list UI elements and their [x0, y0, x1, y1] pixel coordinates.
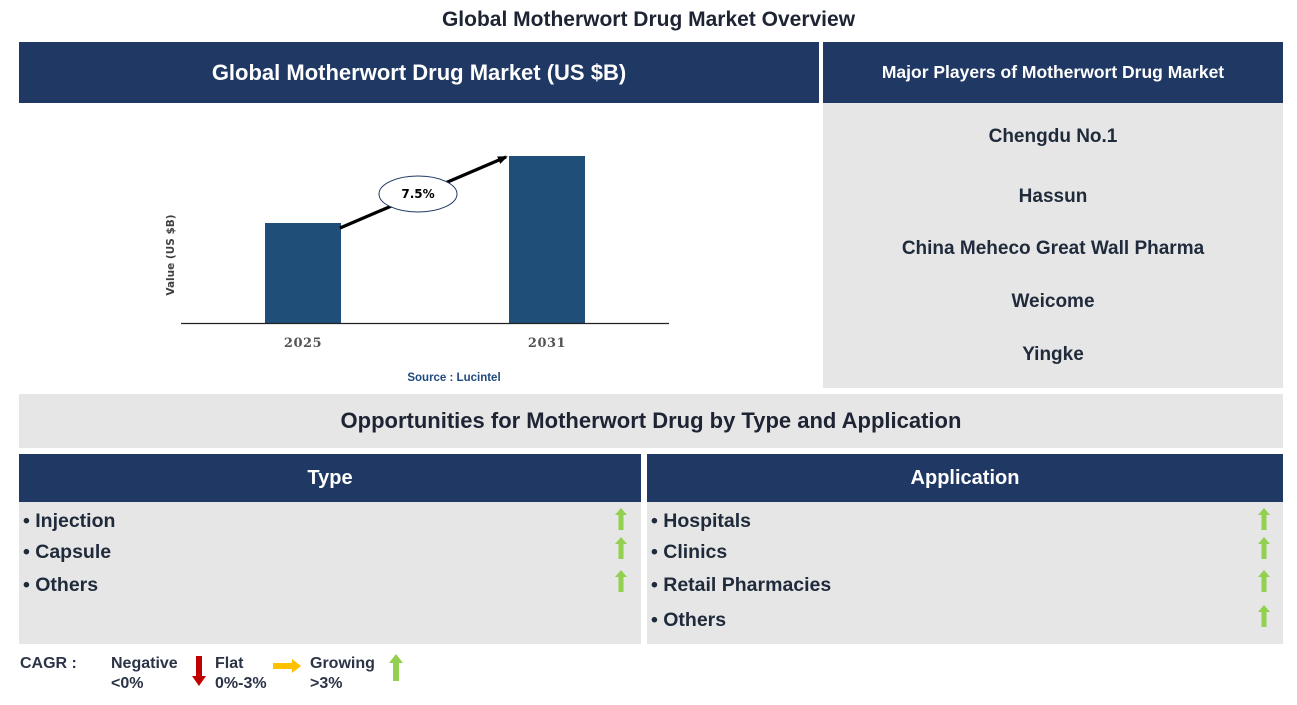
page-title: Global Motherwort Drug Market Overview [441, 8, 856, 31]
growing-arrow-icon [1258, 570, 1270, 592]
player-item: Hassun [1018, 186, 1088, 207]
type-item-injection: • Injection [23, 510, 116, 532]
cagr-ellipse [378, 175, 458, 213]
growing-arrow-icon [1258, 605, 1270, 627]
legend-flat-range: 0%-3% [215, 675, 267, 692]
growing-arrow-icon [615, 508, 627, 530]
players-list: Chengdu No.1 Hassun China Meheco Great W… [823, 103, 1283, 388]
player-item: Weicome [1011, 291, 1095, 312]
x-tick-2031: 2031 [527, 336, 567, 351]
player-item: Chengdu No.1 [988, 126, 1118, 147]
legend-negative-range: <0% [111, 675, 144, 692]
legend-growing-label: Growing [310, 655, 375, 672]
cagr-value: 7.5% [401, 187, 435, 201]
type-header: Type [19, 454, 641, 502]
application-item-others: • Others [651, 609, 727, 631]
growing-arrow-icon [1258, 508, 1270, 530]
application-item-hospitals: • Hospitals [651, 510, 752, 532]
type-list: • Injection • Capsule • Others [19, 502, 641, 644]
negative-arrow-icon [192, 656, 206, 686]
player-item: Yingke [1022, 344, 1084, 365]
legend-flat-label: Flat [215, 655, 244, 672]
bar-2025 [265, 223, 341, 323]
application-item-retail-pharmacies: • Retail Pharmacies [651, 574, 832, 596]
growing-arrow-icon [389, 654, 403, 681]
growing-arrow-icon [1258, 537, 1270, 559]
legend-title: CAGR : [20, 655, 77, 672]
type-item-capsule: • Capsule [23, 541, 112, 563]
application-header: Application [647, 454, 1283, 502]
player-item: China Meheco Great Wall Pharma [901, 238, 1205, 259]
players-banner: Major Players of Motherwort Drug Market [823, 42, 1283, 103]
bar-2031 [509, 156, 585, 323]
legend-growing-range: >3% [310, 675, 343, 692]
cagr-legend: CAGR : Negative <0% Flat 0%-3% Growing >… [20, 654, 440, 694]
chart-canvas [181, 155, 669, 325]
opportunities-banner: Opportunities for Motherwort Drug by Typ… [19, 394, 1283, 448]
type-item-others: • Others [23, 574, 99, 596]
growing-arrow-icon [615, 570, 627, 592]
application-list: • Hospitals • Clinics • Retail Pharmacie… [647, 502, 1283, 644]
growing-arrow-icon [615, 537, 627, 559]
y-axis-label: Value (US $B) [165, 214, 177, 296]
source-label: Source : Lucintel [407, 372, 501, 384]
x-tick-2025: 2025 [283, 336, 323, 351]
legend-negative-label: Negative [111, 655, 178, 672]
application-item-clinics: • Clinics [651, 541, 728, 563]
market-bar-chart: Value (US $B) 7.5% 2025 2031 Source : Lu… [19, 103, 819, 390]
flat-arrow-icon [273, 659, 301, 673]
chart-banner: Global Motherwort Drug Market (US $B) [19, 42, 819, 103]
